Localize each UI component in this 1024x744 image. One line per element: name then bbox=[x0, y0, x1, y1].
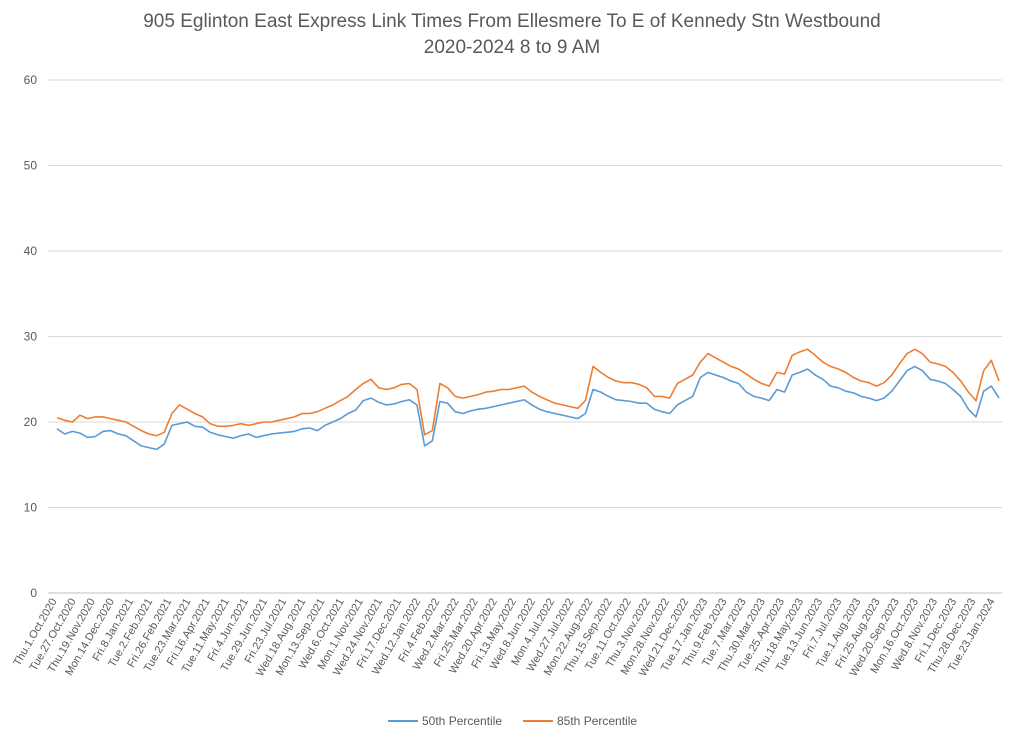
y-tick-label: 50 bbox=[24, 159, 38, 173]
y-tick-label: 10 bbox=[24, 501, 38, 515]
chart-subtitle: 2020-2024 8 to 9 AM bbox=[423, 37, 601, 58]
y-tick-label: 20 bbox=[24, 415, 38, 429]
y-tick-label: 30 bbox=[24, 330, 38, 344]
y-tick-label: 0 bbox=[30, 586, 37, 600]
legend-label-50th: 50th Percentile bbox=[422, 714, 502, 728]
legend: 50th Percentile 85th Percentile bbox=[388, 714, 637, 728]
gridlines bbox=[48, 79, 1002, 594]
series-lines bbox=[56, 348, 1000, 451]
chart-title: 905 Eglinton East Express Link Times Fro… bbox=[143, 11, 881, 32]
series-line-85th-percentile bbox=[56, 348, 1000, 437]
y-axis-ticks: 0 10 20 30 40 50 60 bbox=[24, 73, 38, 600]
y-tick-label: 60 bbox=[24, 73, 38, 87]
y-tick-label: 40 bbox=[24, 244, 38, 258]
series-line-50th-percentile bbox=[56, 365, 1000, 451]
legend-label-85th: 85th Percentile bbox=[557, 714, 637, 728]
x-axis-ticks: Thu.1.Oct.2020Tue.27.Oct.2020Thu.19.Nov.… bbox=[11, 597, 997, 679]
